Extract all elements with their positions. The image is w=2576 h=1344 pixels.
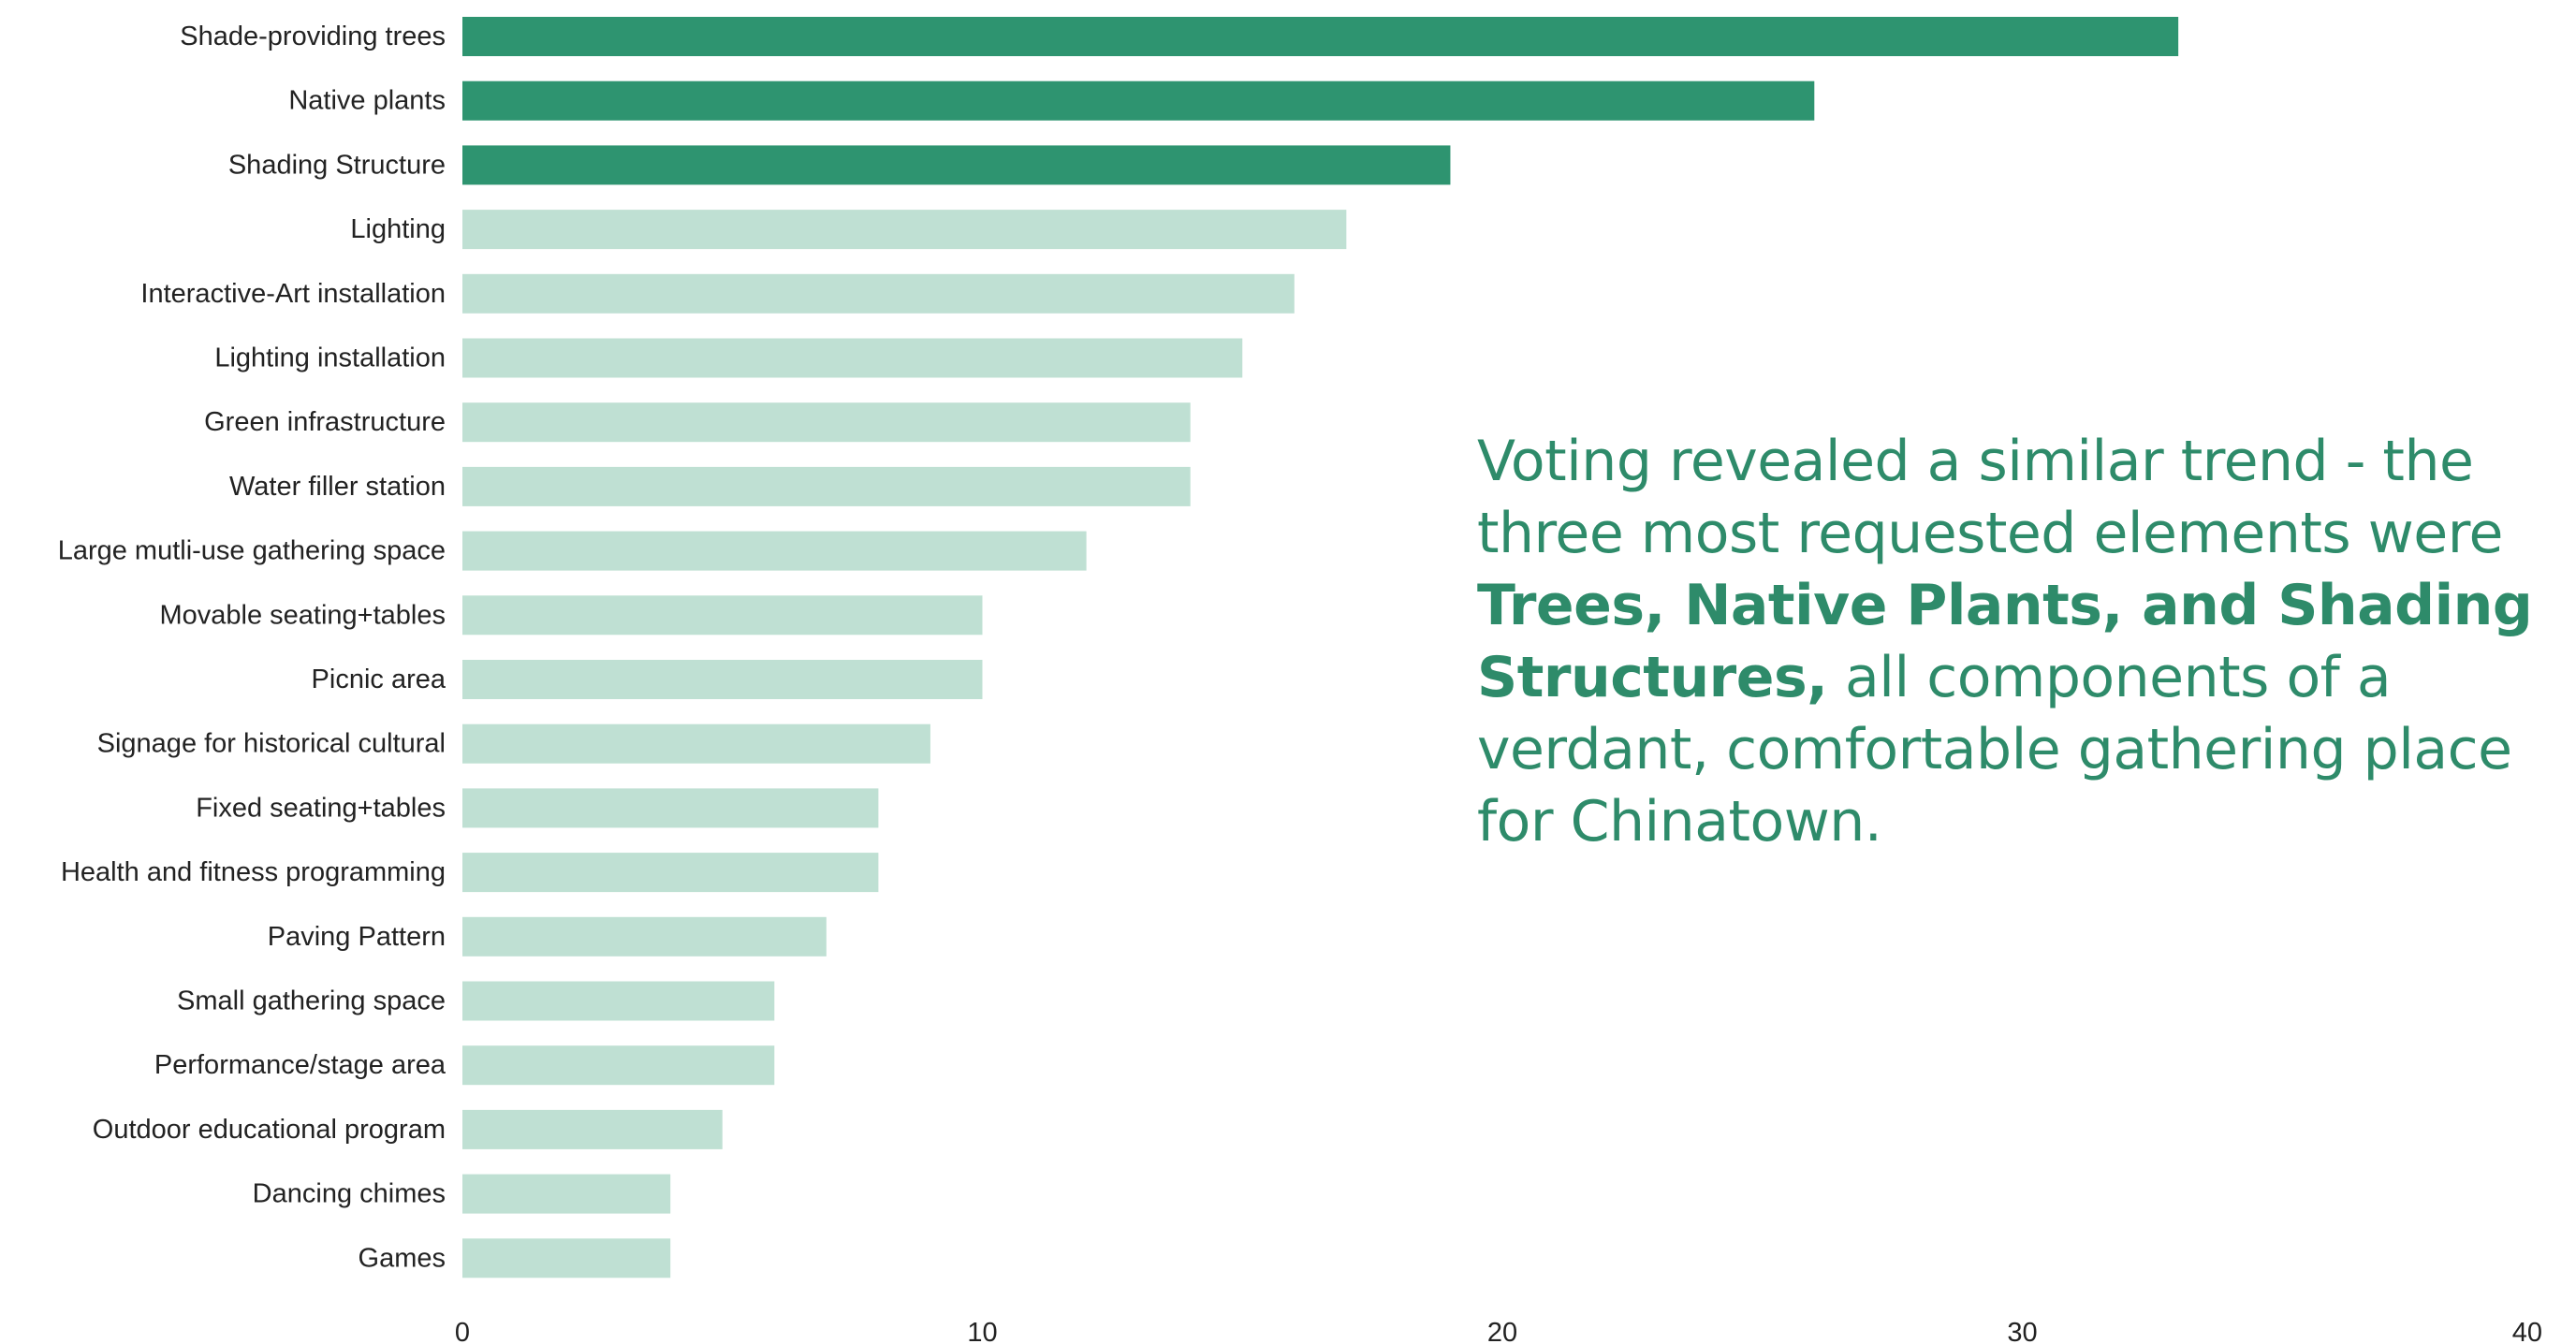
bar xyxy=(462,145,1451,185)
category-label: Picnic area xyxy=(312,665,446,694)
category-label: Shading Structure xyxy=(228,150,446,180)
callout-text-part1: Voting revealed a similar trend - the th… xyxy=(1477,429,2503,566)
bar xyxy=(462,853,879,893)
category-label: Water filler station xyxy=(229,472,446,502)
category-label: Lighting xyxy=(350,214,446,244)
callout-text: Voting revealed a similar trend - the th… xyxy=(1477,426,2554,858)
callout-text-part2: all components of a verdant, comfortable… xyxy=(1477,645,2512,855)
category-label: Large mutli-use gathering space xyxy=(58,536,446,566)
bar xyxy=(462,916,827,957)
category-label: Small gathering space xyxy=(177,986,446,1016)
bar xyxy=(462,723,930,764)
bar xyxy=(462,788,879,828)
category-label: Performance/stage area xyxy=(154,1050,446,1080)
category-label: Dancing chimes xyxy=(253,1179,446,1209)
callout-text-bold: Trees, Native Plants, and Shading Struct… xyxy=(1477,573,2533,710)
bar xyxy=(462,402,1191,443)
category-label: Lighting installation xyxy=(214,343,446,373)
bar xyxy=(462,80,1815,121)
category-label: Interactive-Art installation xyxy=(140,279,446,309)
bar xyxy=(462,466,1191,506)
bar xyxy=(462,660,983,699)
x-tick-label: 20 xyxy=(1487,1318,1517,1344)
bar xyxy=(462,1174,671,1214)
category-label: Paving Pattern xyxy=(268,922,446,952)
bar xyxy=(462,17,2179,56)
bar xyxy=(462,981,775,1021)
x-tick-label: 10 xyxy=(967,1318,997,1344)
category-label: Outdoor educational program xyxy=(93,1115,446,1145)
bar xyxy=(462,1045,775,1086)
bar xyxy=(462,273,1295,314)
x-tick-label: 40 xyxy=(2512,1318,2542,1344)
category-label: Movable seating+tables xyxy=(159,600,446,630)
bar xyxy=(462,531,1087,571)
x-tick-label: 30 xyxy=(2007,1318,2037,1344)
category-label: Green infrastructure xyxy=(204,407,446,437)
category-label: Health and fitness programming xyxy=(61,857,446,887)
bar xyxy=(462,595,983,635)
bar xyxy=(462,210,1347,250)
category-label: Native plants xyxy=(288,86,446,116)
bar xyxy=(462,338,1243,378)
bar xyxy=(462,1238,671,1278)
x-tick-label: 0 xyxy=(455,1318,470,1344)
category-label: Shade-providing trees xyxy=(180,22,446,51)
category-label: Fixed seating+tables xyxy=(196,793,446,823)
category-label: Signage for historical cultural xyxy=(97,729,446,759)
category-label: Games xyxy=(359,1243,446,1273)
bar xyxy=(462,1109,723,1149)
